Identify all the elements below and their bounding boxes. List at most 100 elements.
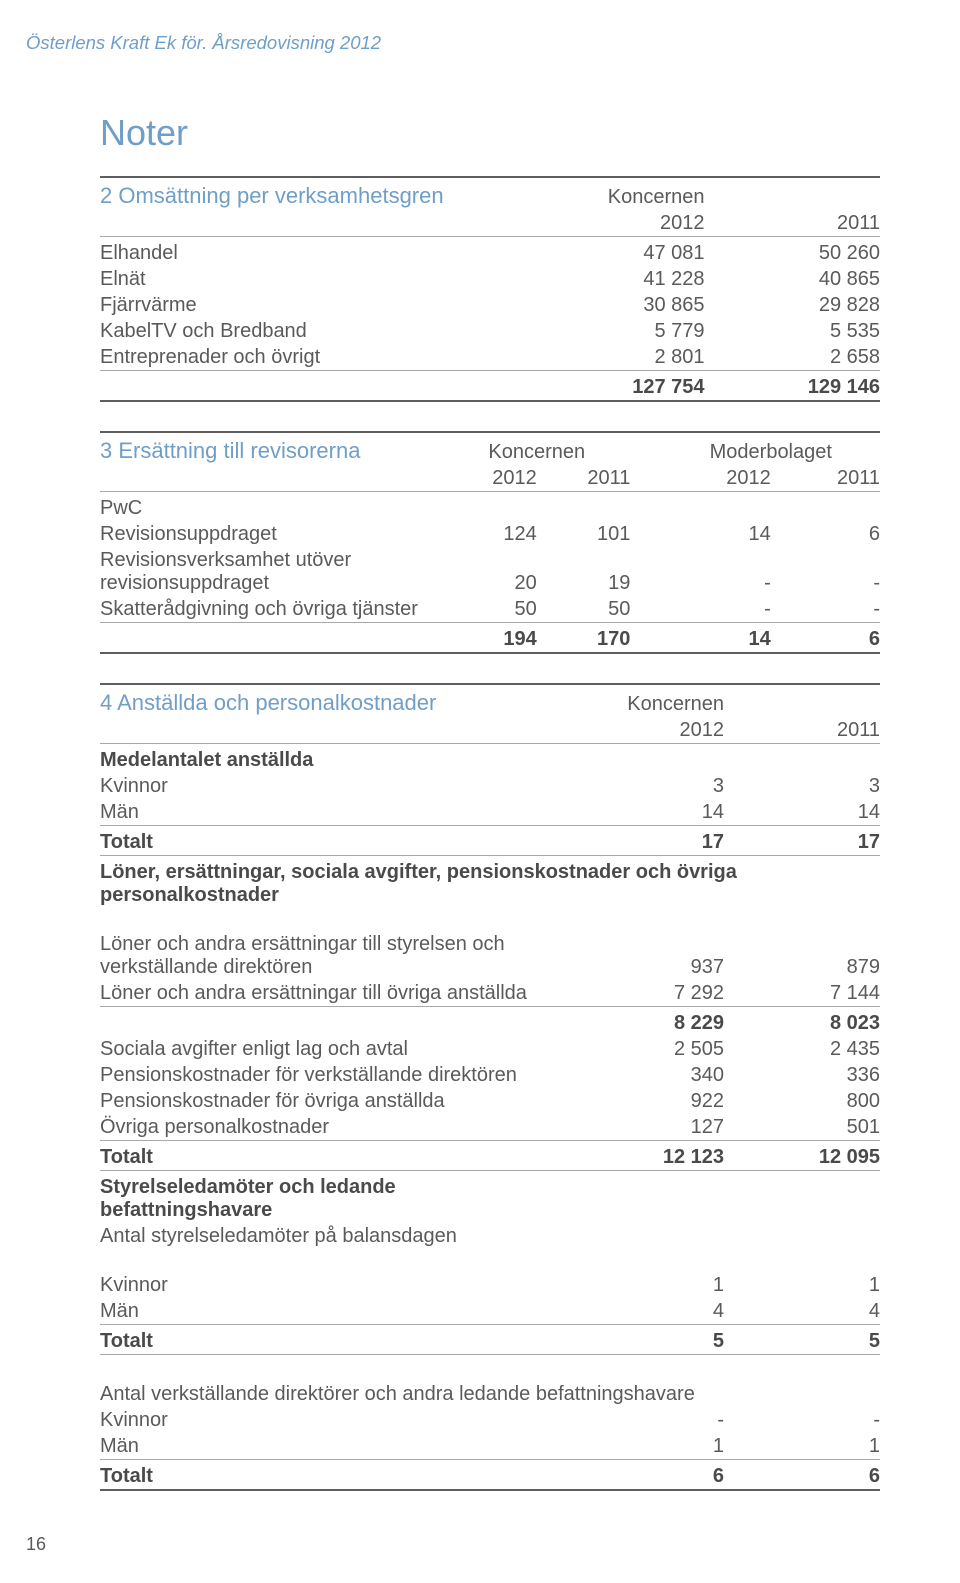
row-val: - [724,1407,880,1433]
note4-group: Koncernen [568,688,724,717]
row-val: 5 779 [529,318,705,344]
row-val: 800 [724,1088,880,1114]
board-heading: Styrelseledamöter och ledande befattning… [100,1174,568,1223]
col-year: 2012 [568,717,724,744]
row-val: 336 [724,1062,880,1088]
note2-year1: 2012 [529,210,705,237]
row-val: 101 [537,521,631,547]
row-val: - [771,547,880,596]
row-val: 124 [443,521,537,547]
row-label: Kvinnor [100,1272,568,1298]
row-val: 50 260 [705,240,881,266]
table-row: Män11 [100,1433,880,1460]
row-label: Löner och andra ersättningar till övriga… [100,980,568,1007]
row-val: 127 [568,1114,724,1141]
board-total-label: Totalt [100,1328,568,1355]
row-label: Elhandel [100,240,529,266]
row-val: 340 [568,1062,724,1088]
row-val: 7 144 [724,980,880,1007]
table-row: Kvinnor11 [100,1272,880,1298]
md-heading: Antal verkställande direktörer och andra… [100,1381,880,1407]
note2-table: 2 Omsättning per verksamhetsgren Koncern… [100,176,880,405]
row-val: 29 828 [705,292,881,318]
col-year: 2011 [771,465,880,492]
row-val: 937 [568,931,724,980]
table-row: Elnät41 22840 865 [100,266,880,292]
md-total: 6 [568,1463,724,1490]
table-row: Revisionsverksamhet utöver revisionsuppd… [100,547,880,596]
md-total-label: Totalt [100,1463,568,1490]
row-label: Kvinnor [100,773,568,799]
row-val: 7 292 [568,980,724,1007]
note2-year2: 2011 [705,210,881,237]
table-row: Övriga personalkostnader127501 [100,1114,880,1141]
title: Noter [100,112,880,154]
row-val: 1 [568,1272,724,1298]
avg-total: 17 [724,829,880,856]
row-label: Övriga personalkostnader [100,1114,568,1141]
row-val: 879 [724,931,880,980]
row-val: 2 505 [568,1036,724,1062]
table-row: Elhandel47 08150 260 [100,240,880,266]
row-label: Sociala avgifter enligt lag och avtal [100,1036,568,1062]
row-val: 1 [568,1433,724,1460]
row-val: 501 [724,1114,880,1141]
table-row: Entreprenader och övrigt2 8012 658 [100,344,880,371]
row-val: 20 [443,547,537,596]
wage-total: 12 095 [724,1144,880,1171]
col-year: 2012 [443,465,537,492]
row-val: 14 [724,799,880,826]
row-val: 40 865 [705,266,881,292]
wage-total: 12 123 [568,1144,724,1171]
row-label: Revisionsuppdraget [100,521,443,547]
board-sub: Antal styrelseledamöter på balansdagen [100,1223,568,1249]
row-val: 2 435 [724,1036,880,1062]
row-val: - [568,1407,724,1433]
note3-heading: 3 Ersättning till revisorerna [100,438,360,463]
row-val: - [771,596,880,623]
wage-subtotal: 8 229 [568,1010,724,1036]
table-row: Kvinnor33 [100,773,880,799]
row-val: 6 [771,521,880,547]
page-header: Österlens Kraft Ek för. Årsredovisning 2… [26,32,381,54]
row-label: Skatterådgivning och övriga tjänster [100,596,443,623]
table-row: Män44 [100,1298,880,1325]
row-val: 1 [724,1433,880,1460]
row-val: 47 081 [529,240,705,266]
row-label: Entreprenader och övrigt [100,344,529,371]
row-label: Fjärrvärme [100,292,529,318]
avg-total-label: Totalt [100,829,568,856]
row-val: 2 658 [705,344,881,371]
col-year: 2011 [537,465,631,492]
board-total: 5 [724,1328,880,1355]
row-val: - [662,596,771,623]
row-val: 1 [724,1272,880,1298]
table-row: Pensionskostnader för övriga anställda92… [100,1088,880,1114]
note3-total: 194 [443,626,537,653]
table-row: Löner och andra ersättningar till styrel… [100,931,880,980]
table-row: Sociala avgifter enligt lag och avtal2 5… [100,1036,880,1062]
note4-heading: 4 Anställda och personalkostnader [100,690,436,715]
table-row: Revisionsuppdraget124101 146 [100,521,880,547]
note3-total: 14 [662,626,771,653]
row-val: 30 865 [529,292,705,318]
md-total: 6 [724,1463,880,1490]
note3-group1: Koncernen [443,436,630,465]
note3-group2: Moderbolaget [662,436,880,465]
note2-total-b: 129 146 [705,374,881,401]
row-label: Elnät [100,266,529,292]
col-year: 2011 [724,717,880,744]
row-label: Löner och andra ersättningar till styrel… [100,931,568,980]
row-label: Kvinnor [100,1407,568,1433]
table-row: KabelTV och Bredband5 7795 535 [100,318,880,344]
row-val: 14 [662,521,771,547]
avg-total: 17 [568,829,724,856]
table-row: Skatterådgivning och övriga tjänster5050… [100,596,880,623]
note2-total-a: 127 754 [529,374,705,401]
row-val: 5 535 [705,318,881,344]
row-val: 41 228 [529,266,705,292]
table-row: Fjärrvärme30 86529 828 [100,292,880,318]
note3-pwc: PwC [100,495,443,521]
row-val: 50 [443,596,537,623]
wages-heading: Löner, ersättningar, sociala avgifter, p… [100,859,880,908]
